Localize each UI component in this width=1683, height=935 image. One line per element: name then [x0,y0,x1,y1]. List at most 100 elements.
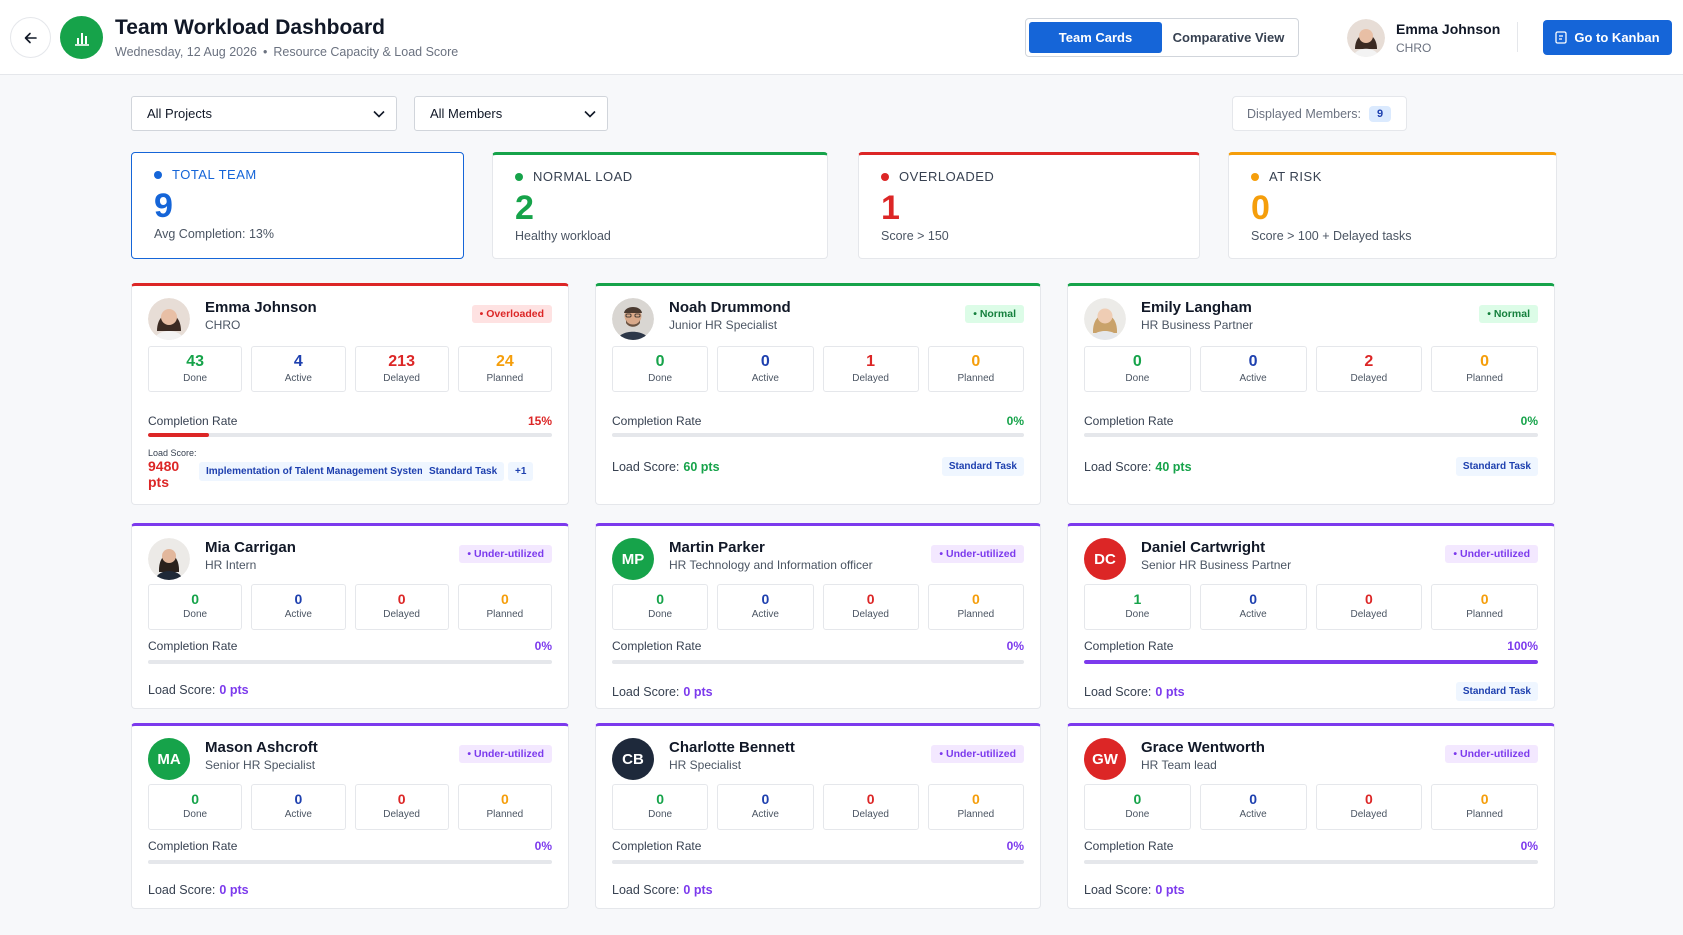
dashboard-logo [60,16,103,59]
member-card-emily-langham[interactable]: Emily Langham HR Business Partner • Norm… [1067,283,1555,505]
metric-label: Delayed [852,609,889,620]
metric-done: 0 Done [1084,784,1191,830]
displayed-members: Displayed Members: 9 [1232,96,1407,131]
go-to-kanban-button[interactable]: Go to Kanban [1543,20,1672,55]
back-button[interactable] [10,17,51,58]
metric-done: 0 Done [612,584,709,630]
metric-delayed: 0 Delayed [354,584,449,630]
members-select[interactable]: All Members [414,96,608,131]
more-tags[interactable]: +1 [508,462,534,481]
metric-label: Active [1239,609,1267,620]
completion-rate-value: 0% [1006,414,1024,428]
status-badge: • Overloaded [471,305,552,323]
user-avatar [1347,19,1385,57]
projects-select[interactable]: All Projects [131,96,397,131]
metric-active: 0 Active [1199,784,1307,830]
metric-label: Delayed [1350,809,1388,820]
status-badge-text: Under-utilized [474,748,544,760]
load-score-value: 9480 pts [148,458,180,490]
metric-label: Done [183,373,208,384]
completion-rate-label: Completion Rate [148,839,238,853]
stat-note: Score > 100 + Delayed tasks [1251,229,1412,243]
load-score-label: Load Score: [612,883,680,897]
metric-value: 0 [1480,591,1489,607]
completion-progress-bar [1084,433,1538,437]
completion-progress-bar [148,433,552,437]
kanban-label: Go to Kanban [1574,30,1660,45]
metric-value: 0 [866,591,875,607]
stat-bullet [881,172,889,181]
metric-delayed: 0 Delayed [1315,584,1423,630]
members-select-value: All Members [430,106,503,121]
member-name: Daniel Cartwright [1141,539,1266,556]
member-avatar: MA [148,738,190,780]
metric-active: 0 Active [251,784,346,830]
task-metrics: 0 Done 0 Active 0 Delayed 0 Planned [612,584,1024,630]
metric-active: 4 Active [251,346,346,392]
app-header: Team Workload Dashboard Wednesday, 12 Au… [0,0,1683,75]
status-badge: • Normal [1479,305,1538,323]
status-badge: • Under-utilized [931,745,1024,763]
metric-value: 0 [971,591,980,607]
stat-total-team[interactable]: TOTAL TEAM 9 Avg Completion: 13% [131,152,464,259]
member-name: Mia Carrigan [205,539,296,556]
member-role: CHRO [205,318,241,332]
member-avatar [1084,298,1126,340]
status-badge: • Under-utilized [459,745,552,763]
project-tag[interactable]: Implementation of Talent Management Syst… [199,462,433,481]
member-card-noah-drummond[interactable]: Noah Drummond Junior HR Specialist • Nor… [595,283,1041,505]
metric-delayed: 2 Delayed [1315,346,1423,392]
metric-label: Active [751,609,779,620]
metric-planned: 24 Planned [457,346,552,392]
tab-comparative-view[interactable]: Comparative View [1172,30,1285,45]
metric-delayed: 0 Delayed [354,784,449,830]
stat-value: 2 [515,189,534,227]
metric-label: Active [1239,373,1267,384]
metric-value: 24 [495,353,514,370]
member-card-daniel-cartwright[interactable]: DC Daniel Cartwright Senior HR Business … [1067,523,1555,709]
member-card-charlotte-bennett[interactable]: CB Charlotte Bennett HR Specialist • Und… [595,723,1041,909]
subtitle-text: Resource Capacity & Load Score [273,45,459,59]
stat-label-text: NORMAL LOAD [533,169,633,184]
stat-label-text: AT RISK [1269,169,1322,184]
stat-value: 1 [881,189,900,227]
task-type-tag[interactable]: Standard Task [941,457,1024,476]
metric-active: 0 Active [717,584,814,630]
load-score-label: Load Score: [148,448,197,458]
metric-label: Done [183,809,208,820]
metric-label: Active [751,809,779,820]
metric-delayed: 1 Delayed [822,346,919,392]
member-avatar [148,538,190,580]
metric-value: 0 [971,791,980,807]
metric-label: Planned [486,809,524,820]
stat-normal-load[interactable]: NORMAL LOAD 2 Healthy workload [492,152,828,259]
metric-label: Planned [486,609,524,620]
metric-value: 0 [500,791,509,807]
stat-at-risk[interactable]: AT RISK 0 Score > 100 + Delayed tasks [1228,152,1557,259]
stat-overloaded[interactable]: OVERLOADED 1 Score > 150 [858,152,1200,259]
task-type-tag[interactable]: Standard Task [1455,457,1538,476]
member-role: Senior HR Specialist [205,758,316,772]
member-card-mason-ashcroft[interactable]: MA Mason Ashcroft Senior HR Specialist •… [131,723,569,909]
metric-label: Planned [957,609,995,620]
load-score-value: 0 pts [683,883,713,897]
task-metrics: 0 Done 0 Active 0 Delayed 0 Planned [148,584,552,630]
member-avatar [612,298,654,340]
member-card-mia-carrigan[interactable]: Mia Carrigan HR Intern • Under-utilized … [131,523,569,709]
metric-label: Planned [1466,373,1503,384]
separator-dot: • [263,45,268,59]
metric-value: 1 [1133,591,1142,607]
task-type-tag[interactable]: Standard Task [1455,682,1538,701]
metric-value: 4 [293,353,303,370]
task-metrics: 0 Done 0 Active 0 Delayed 0 Planned [148,784,552,830]
status-badge: • Under-utilized [459,545,552,563]
metric-value: 0 [1364,591,1373,607]
metric-label: Planned [486,373,524,384]
member-card-emma-johnson[interactable]: Emma Johnson CHRO • Overloaded 43 Done 4 A… [131,283,569,505]
member-card-grace-wentworth[interactable]: GW Grace Wentworth HR Team lead • Under-… [1067,723,1555,909]
metric-label: Active [284,809,312,820]
task-type-tag[interactable]: Standard Task [422,462,505,481]
member-card-martin-parker[interactable]: MP Martin Parker HR Technology and Infor… [595,523,1041,709]
tab-team-cards[interactable]: Team Cards [1029,22,1162,53]
metric-label: Done [648,809,673,820]
